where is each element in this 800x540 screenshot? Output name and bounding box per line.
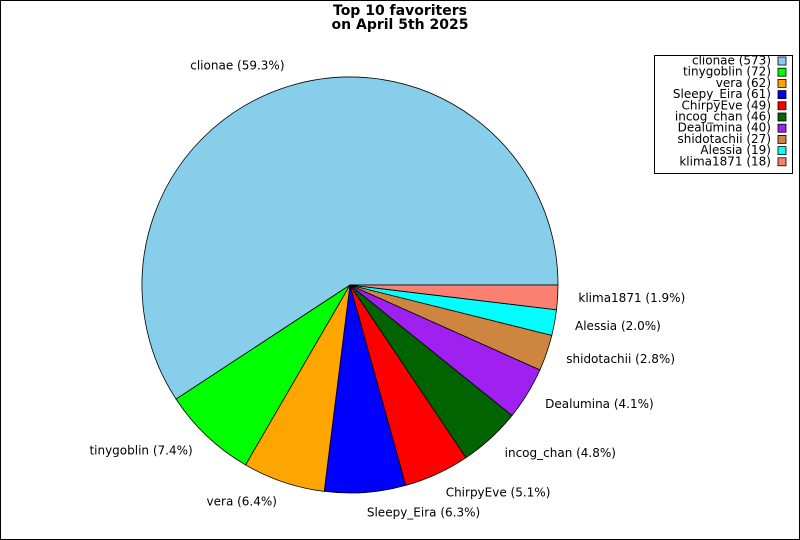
slice-label: Sleepy_Eira (6.3%) <box>367 506 480 520</box>
chart-title: Top 10 favoriters <box>333 3 467 19</box>
legend-swatch <box>777 67 787 77</box>
legend-box <box>654 55 793 174</box>
legend-label: incog_chan (46) <box>675 110 771 124</box>
legend-swatch <box>777 79 787 88</box>
pie-slice <box>141 76 559 400</box>
slice-label: shidotachii (2.8%) <box>566 352 675 366</box>
legend-swatch <box>777 157 787 167</box>
legend-label: ChirpyEve (49) <box>682 98 771 112</box>
legend-swatch <box>777 134 787 144</box>
slice-label: vera (6.4%) <box>207 494 277 508</box>
legend-label: Dealumina (40) <box>678 121 771 135</box>
slice-label: ChirpyEve (5.1%) <box>446 485 551 499</box>
legend-swatch <box>777 146 787 156</box>
slice-label: tinygoblin (7.4%) <box>89 444 192 458</box>
pie-slice <box>349 284 559 311</box>
slice-label: incog_chan (4.8%) <box>505 446 616 460</box>
legend-swatch <box>777 112 787 122</box>
slice-label: klima1871 (1.9%) <box>578 291 685 305</box>
legend-label: clionae (573) <box>692 54 771 68</box>
legend-swatch <box>777 90 787 99</box>
legend-label: Sleepy_Eira (61) <box>673 87 771 101</box>
legend-label: Alessia (19) <box>700 143 771 157</box>
legend-swatch <box>777 123 787 133</box>
slice-label: clionae (59.3%) <box>190 58 284 72</box>
slice-label: Alessia (2.0%) <box>575 319 661 333</box>
legend-swatch <box>777 56 787 66</box>
legend-label: tinygoblin (72) <box>683 65 771 79</box>
legend-swatch <box>777 101 787 111</box>
chart-title: on April 5th 2025 <box>332 17 469 33</box>
slice-label: Dealumina (4.1%) <box>545 397 654 411</box>
legend-label: klima1871 (18) <box>679 154 771 168</box>
legend-label: shidotachii (27) <box>677 132 771 146</box>
legend-label: vera (62) <box>716 76 771 90</box>
pie-slice <box>175 284 351 466</box>
